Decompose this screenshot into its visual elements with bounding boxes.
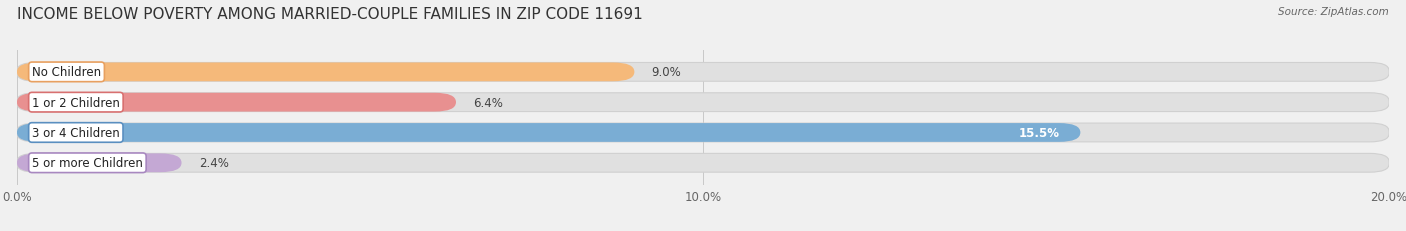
FancyBboxPatch shape [17, 93, 456, 112]
Text: Source: ZipAtlas.com: Source: ZipAtlas.com [1278, 7, 1389, 17]
Text: 3 or 4 Children: 3 or 4 Children [32, 126, 120, 139]
FancyBboxPatch shape [17, 63, 1389, 82]
Text: INCOME BELOW POVERTY AMONG MARRIED-COUPLE FAMILIES IN ZIP CODE 11691: INCOME BELOW POVERTY AMONG MARRIED-COUPL… [17, 7, 643, 22]
FancyBboxPatch shape [17, 93, 1389, 112]
Text: 9.0%: 9.0% [651, 66, 682, 79]
Text: 15.5%: 15.5% [1019, 126, 1060, 139]
Text: 1 or 2 Children: 1 or 2 Children [32, 96, 120, 109]
Text: 6.4%: 6.4% [474, 96, 503, 109]
FancyBboxPatch shape [17, 154, 181, 172]
Text: No Children: No Children [32, 66, 101, 79]
FancyBboxPatch shape [17, 124, 1389, 142]
Text: 2.4%: 2.4% [198, 157, 229, 170]
Text: 5 or more Children: 5 or more Children [32, 157, 143, 170]
FancyBboxPatch shape [17, 154, 1389, 172]
FancyBboxPatch shape [17, 63, 634, 82]
FancyBboxPatch shape [17, 124, 1080, 142]
